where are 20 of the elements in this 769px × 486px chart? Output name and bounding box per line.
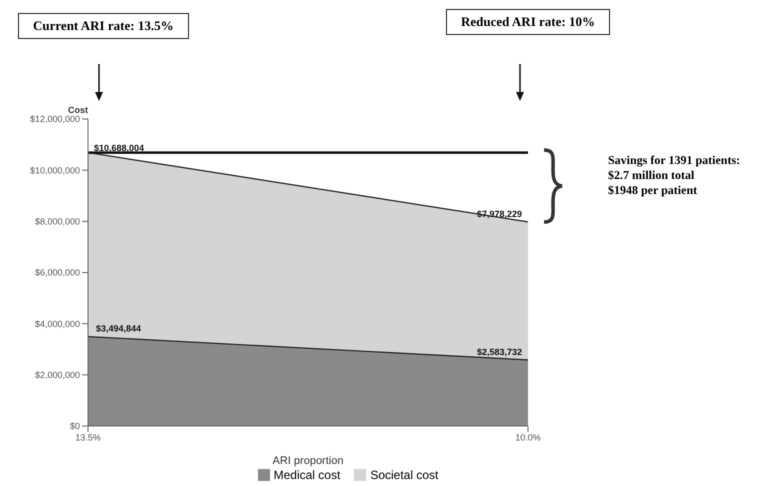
text: Reduced ARI rate: 10%	[446, 9, 610, 35]
data-label: $2,583,732	[476, 346, 522, 357]
legend-label: Societal cost	[369, 468, 438, 482]
text: Savings for 1391 patients: $2.7 million total $1948 per patient	[608, 153, 740, 198]
y-tick-label: $6,000,000	[34, 268, 80, 278]
x-tick-label: 10.0%	[515, 432, 541, 442]
ref-line-label: $10,688,004	[94, 142, 144, 153]
y-tick-label: $2,000,000	[34, 370, 80, 380]
y-tick-label: $4,000,000	[34, 318, 80, 329]
y-axis-title: Cost	[68, 105, 88, 115]
legend-label: Medical cost	[272, 468, 340, 482]
x-axis-title: ARI proportion	[272, 455, 344, 467]
data-label: $3,494,844	[96, 324, 142, 334]
data-label: $7,978,229	[476, 208, 522, 219]
x-tick-label: 13.5%	[75, 432, 101, 442]
text: Current ARI rate: 13.5%	[18, 13, 189, 39]
y-tick-label: $8,000,000	[34, 216, 80, 227]
y-tick-label: $0	[70, 421, 80, 432]
y-tick-label: $10,000,000	[30, 165, 80, 176]
y-tick-label: $12,000,000	[30, 114, 80, 124]
